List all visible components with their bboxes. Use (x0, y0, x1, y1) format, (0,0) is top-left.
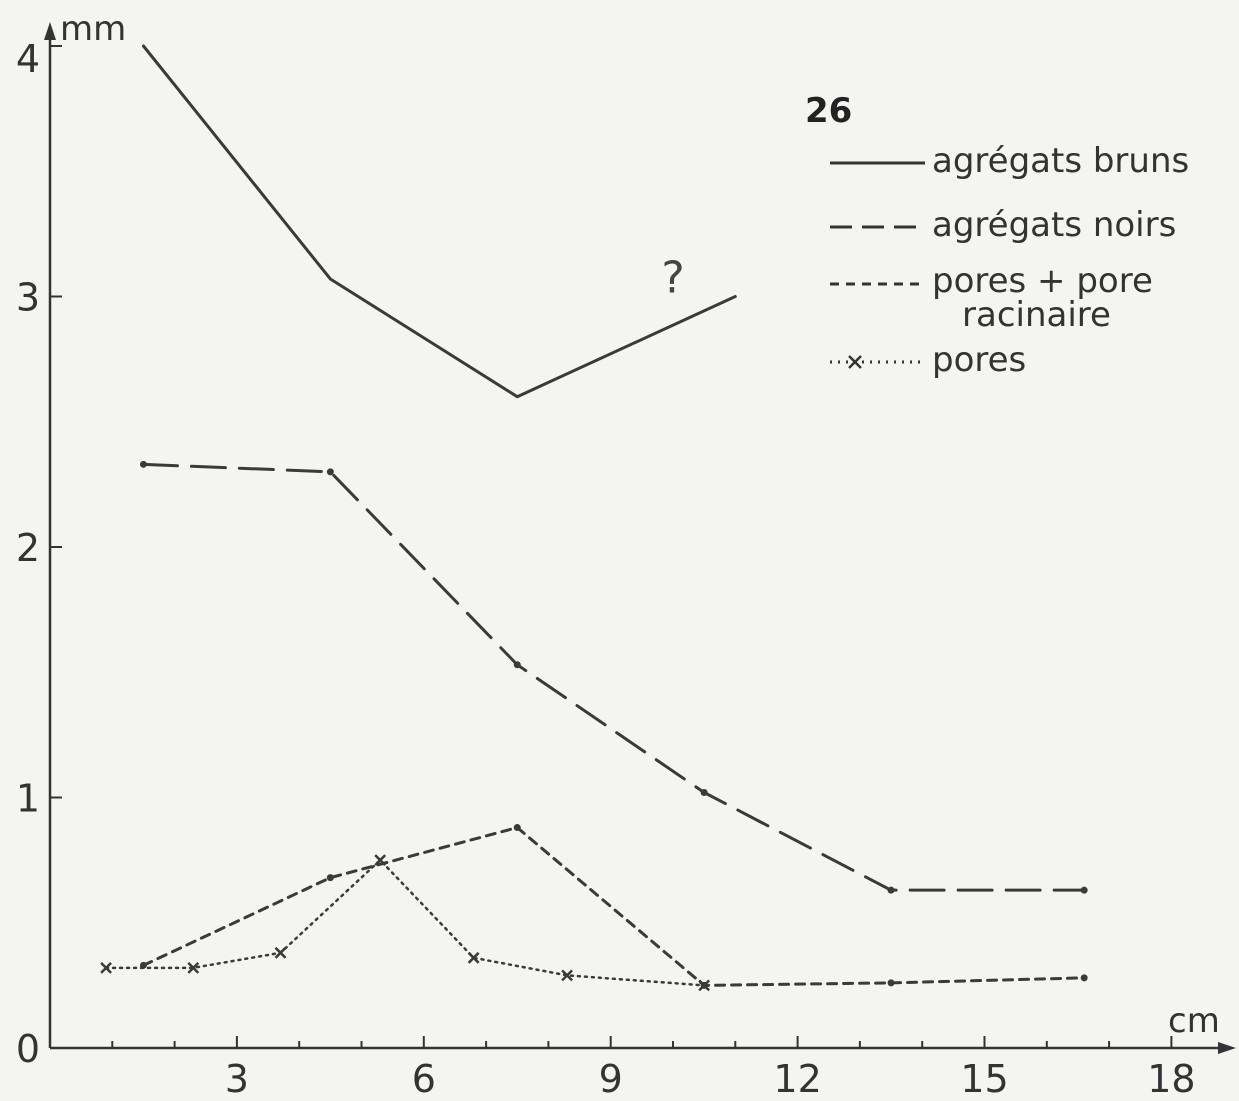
series-line (141, 44, 737, 399)
annotation-question-mark: ? (661, 253, 684, 304)
data-point (1080, 974, 1088, 982)
x-tick-label: 12 (773, 1057, 821, 1101)
x-ticks: 3 6 9 12 15 18 (111, 1036, 1196, 1101)
legend-label-pores-pore-line1: pores + pore (932, 261, 1153, 301)
x-tick-label: 6 (412, 1057, 436, 1101)
data-point (326, 468, 334, 476)
y-tick-label: 4 (16, 37, 40, 81)
legend-label-agregats-bruns: agrégats bruns (932, 141, 1189, 181)
legend-title: 26 (805, 91, 852, 131)
series-agr-gats-bruns (141, 44, 737, 399)
legend-label-pores-pore-line2: racinaire (962, 295, 1111, 335)
x-axis-arrow (1218, 1042, 1236, 1054)
series-pores-pore-racinaire (139, 824, 1088, 989)
x-tick-label: 18 (1147, 1057, 1195, 1101)
y-ticks: 0 1 2 3 4 (16, 37, 62, 1071)
data-point-cross (698, 979, 711, 992)
data-point (326, 874, 334, 882)
data-point (139, 460, 147, 468)
data-point (1080, 886, 1088, 894)
series-line (141, 826, 1086, 987)
data-point-cross (100, 961, 112, 974)
y-axis-label: mm (60, 9, 126, 49)
x-tick-label: 3 (225, 1057, 249, 1101)
data-point-cross (274, 946, 287, 959)
series-pores (100, 854, 711, 992)
data-point-cross (187, 961, 200, 974)
data-point-cross (374, 854, 387, 867)
data-point-cross (467, 951, 480, 964)
legend-swatch-cross-marker (848, 355, 862, 369)
y-tick-label: 3 (16, 276, 40, 320)
data-point (513, 661, 521, 669)
series-agr-gats-noirs (139, 460, 1088, 894)
series-line (141, 462, 1086, 892)
legend-label-agregats-noirs: agrégats noirs (932, 205, 1176, 245)
x-tick-label: 15 (960, 1057, 1008, 1101)
x-tick-label: 9 (599, 1057, 623, 1101)
legend: 26 agrégats bruns agrégats noirs pores +… (805, 91, 1189, 380)
legend-label-pores: pores (932, 340, 1026, 380)
x-axis-label: cm (1168, 1001, 1220, 1041)
data-point (513, 824, 521, 832)
data-point (700, 788, 708, 796)
y-axis-arrow (44, 22, 56, 40)
data-point (887, 979, 895, 987)
annotations: ? (661, 253, 684, 304)
data-point (887, 886, 895, 894)
series-layer (100, 44, 1088, 992)
y-tick-label: 2 (16, 526, 40, 570)
y-tick-label: 0 (16, 1027, 40, 1071)
y-tick-label: 1 (16, 777, 40, 821)
data-point-cross (561, 969, 573, 982)
axes: mm cm (44, 9, 1236, 1054)
